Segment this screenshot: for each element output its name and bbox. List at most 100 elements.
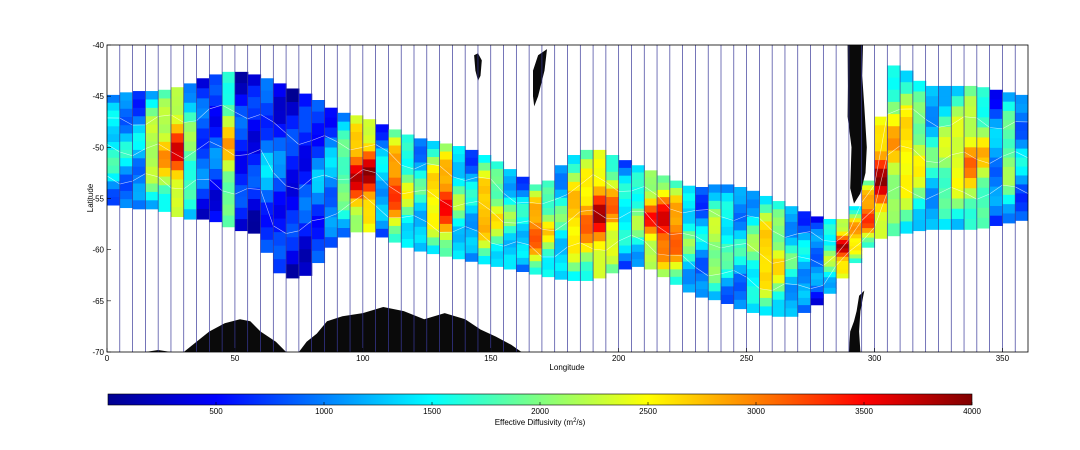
diffusivity-cell bbox=[618, 175, 633, 185]
diffusivity-cell bbox=[337, 183, 351, 194]
diffusivity-cell bbox=[759, 238, 773, 248]
diffusivity-cell bbox=[209, 105, 223, 118]
diffusivity-cell bbox=[452, 242, 466, 252]
diffusivity-cell bbox=[823, 250, 837, 257]
diffusivity-cell bbox=[477, 170, 492, 179]
diffusivity-cell bbox=[618, 191, 633, 200]
diffusivity-cell bbox=[119, 182, 134, 192]
diffusivity-cell bbox=[721, 252, 735, 262]
diffusivity-cell bbox=[644, 254, 658, 263]
diffusivity-cell bbox=[925, 85, 940, 97]
diffusivity-cell bbox=[580, 168, 594, 179]
diffusivity-cell bbox=[234, 196, 249, 209]
diffusivity-cell bbox=[311, 227, 326, 240]
diffusivity-cell bbox=[900, 163, 914, 176]
diffusivity-cell bbox=[708, 291, 722, 301]
diffusivity-cell bbox=[861, 185, 876, 191]
diffusivity-cell bbox=[490, 206, 505, 215]
diffusivity-cell bbox=[567, 271, 581, 281]
diffusivity-cell bbox=[797, 297, 812, 306]
diffusivity-cell bbox=[158, 107, 172, 117]
diffusivity-cell bbox=[836, 269, 850, 275]
diffusivity-cell bbox=[823, 224, 837, 231]
diffusivity-cell bbox=[912, 112, 927, 125]
diffusivity-cell bbox=[107, 197, 121, 206]
diffusivity-cell bbox=[170, 170, 185, 181]
diffusivity-cell bbox=[273, 110, 287, 125]
diffusivity-cell bbox=[196, 208, 210, 220]
diffusivity-cell bbox=[375, 164, 390, 174]
diffusivity-cell bbox=[951, 147, 965, 159]
diffusivity-cell bbox=[426, 197, 441, 206]
diffusivity-cell bbox=[925, 137, 940, 148]
diffusivity-cell bbox=[810, 235, 824, 243]
diffusivity-cell bbox=[733, 256, 748, 266]
diffusivity-cell bbox=[209, 190, 223, 202]
diffusivity-cell bbox=[439, 143, 453, 153]
diffusivity-cell bbox=[900, 151, 914, 165]
diffusivity-cell bbox=[439, 215, 453, 225]
diffusivity-cell bbox=[708, 217, 722, 227]
diffusivity-cell bbox=[490, 243, 505, 252]
diffusivity-cell bbox=[414, 178, 428, 188]
diffusivity-cell bbox=[900, 82, 914, 95]
diffusivity-cell bbox=[1002, 101, 1016, 112]
diffusivity-cell bbox=[209, 200, 223, 212]
diffusivity-cell bbox=[222, 71, 236, 84]
diffusivity-cell bbox=[951, 85, 965, 97]
diffusivity-cell bbox=[746, 260, 760, 270]
diffusivity-cell bbox=[1015, 175, 1028, 186]
diffusivity-cell bbox=[912, 219, 927, 232]
diffusivity-cell bbox=[669, 217, 684, 226]
diffusivity-cell bbox=[797, 211, 812, 220]
diffusivity-cell bbox=[951, 188, 965, 200]
diffusivity-cell bbox=[964, 126, 978, 138]
diffusivity-cell bbox=[721, 260, 735, 271]
diffusivity-cell bbox=[362, 143, 377, 152]
diffusivity-cell bbox=[311, 134, 326, 148]
diffusivity-cell bbox=[209, 126, 223, 139]
diffusivity-cell bbox=[631, 194, 645, 202]
diffusivity-cell bbox=[1015, 193, 1028, 203]
diffusivity-cell bbox=[414, 138, 428, 148]
diffusivity-cell bbox=[426, 148, 441, 158]
diffusivity-cell bbox=[1002, 176, 1016, 187]
diffusivity-cell bbox=[631, 179, 645, 188]
diffusivity-cell bbox=[490, 228, 505, 237]
diffusivity-cell bbox=[669, 210, 684, 219]
diffusivity-cell bbox=[375, 140, 390, 150]
diffusivity-cell bbox=[516, 244, 530, 252]
diffusivity-cell bbox=[350, 140, 364, 150]
diffusivity-cell bbox=[311, 146, 326, 159]
diffusivity-cell bbox=[119, 149, 134, 159]
diffusivity-cell bbox=[618, 222, 633, 231]
diffusivity-cell bbox=[618, 230, 633, 239]
diffusivity-cell bbox=[158, 124, 172, 134]
diffusivity-cell bbox=[887, 199, 901, 212]
diffusivity-cell bbox=[516, 224, 530, 232]
diffusivity-cell bbox=[362, 135, 377, 144]
diffusivity-cell bbox=[810, 222, 824, 230]
diffusivity-cell bbox=[452, 178, 466, 187]
diffusivity-cell bbox=[490, 213, 505, 222]
diffusivity-cell bbox=[529, 248, 543, 256]
diffusivity-cell bbox=[887, 138, 901, 152]
diffusivity-cell bbox=[784, 253, 799, 262]
diffusivity-cell bbox=[784, 214, 799, 223]
diffusivity-cell bbox=[964, 218, 978, 230]
diffusivity-cell bbox=[516, 197, 530, 205]
diffusivity-cell bbox=[554, 254, 569, 264]
diffusivity-cell bbox=[465, 149, 479, 159]
diffusivity-cell bbox=[375, 196, 390, 206]
diffusivity-cell bbox=[605, 239, 620, 249]
diffusivity-cell bbox=[593, 149, 607, 160]
diffusivity-cell bbox=[593, 268, 607, 279]
diffusivity-cell bbox=[145, 200, 159, 210]
diffusivity-cell bbox=[644, 240, 658, 249]
diffusivity-cell bbox=[810, 241, 824, 249]
diffusivity-cell bbox=[848, 250, 863, 256]
diffusivity-cell bbox=[388, 209, 402, 219]
diffusivity-cell bbox=[350, 206, 364, 216]
diffusivity-cell bbox=[989, 157, 1004, 168]
diffusivity-cell bbox=[695, 194, 709, 204]
